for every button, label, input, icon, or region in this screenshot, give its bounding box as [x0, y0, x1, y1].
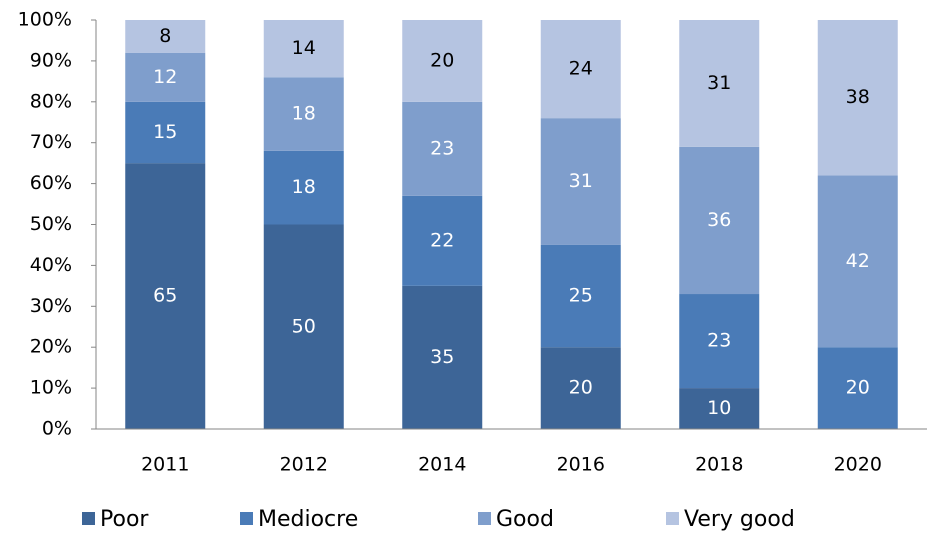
data-label: 8	[159, 25, 171, 47]
axis-mask	[95, 430, 928, 444]
bar-segment	[402, 101, 483, 196]
x-tick-label: 2020	[834, 454, 882, 476]
data-label: 14	[292, 37, 316, 59]
data-label: 25	[569, 285, 593, 307]
bar-segment	[679, 294, 760, 389]
data-label: 23	[430, 137, 454, 159]
data-label: 50	[292, 315, 316, 337]
y-tick-label: 50%	[30, 213, 72, 235]
y-tick-label: 60%	[30, 172, 72, 194]
y-tick-label: 80%	[30, 90, 72, 112]
bar-segment	[402, 20, 483, 102]
x-tick-label: 2016	[557, 454, 605, 476]
legend-swatch	[82, 512, 95, 525]
bar-segment	[817, 20, 898, 176]
legend-swatch	[478, 512, 491, 525]
legend-label: Good	[496, 507, 554, 532]
bar-segment	[263, 150, 344, 225]
data-label: 15	[153, 121, 177, 143]
data-label: 23	[707, 330, 731, 352]
bar-segment	[540, 118, 621, 245]
legend-label: Mediocre	[258, 507, 358, 532]
bar-segment	[402, 285, 483, 429]
y-tick-label: 30%	[30, 295, 72, 317]
data-label: 24	[569, 58, 593, 80]
x-tick-label: 2014	[418, 454, 466, 476]
y-tick-label: 40%	[30, 254, 72, 276]
data-label: 31	[707, 72, 731, 94]
data-label: 20	[430, 49, 454, 71]
bar-segment	[125, 101, 206, 164]
data-label: 18	[292, 103, 316, 125]
legend-swatch	[666, 512, 679, 525]
data-label: 12	[153, 66, 177, 88]
bar-segment	[263, 77, 344, 151]
y-tick-label: 0%	[42, 418, 72, 440]
x-tick-label: 2018	[695, 454, 743, 476]
bar-segment	[125, 163, 206, 429]
bar-segment	[125, 52, 206, 102]
bar-segment	[540, 347, 621, 429]
y-tick-label: 20%	[30, 336, 72, 358]
x-tick-label: 2011	[141, 454, 189, 476]
bar-segment	[679, 388, 760, 429]
data-label: 38	[846, 86, 870, 108]
data-label: 20	[846, 377, 870, 399]
data-label: 20	[569, 377, 593, 399]
bar-segment	[402, 195, 483, 286]
bar-segment	[679, 20, 760, 147]
y-tick-label: 100%	[18, 9, 72, 31]
legend-swatch	[240, 512, 253, 525]
y-tick-label: 70%	[30, 131, 72, 153]
bar-segment	[540, 244, 621, 348]
data-label: 18	[292, 176, 316, 198]
bar-segment	[679, 146, 760, 295]
bar-segment	[817, 347, 898, 429]
data-label: 31	[569, 170, 593, 192]
bar-segment	[125, 20, 206, 53]
bar-segment	[263, 224, 344, 429]
x-tick-label: 2012	[280, 454, 328, 476]
y-tick-label: 90%	[30, 49, 72, 71]
data-label: 36	[707, 209, 731, 231]
bar-segment	[540, 20, 621, 119]
bar-segment	[263, 20, 344, 78]
data-label: 22	[430, 229, 454, 251]
data-label: 35	[430, 346, 454, 368]
data-label: 42	[846, 250, 870, 272]
y-tick-label: 10%	[30, 377, 72, 399]
data-label: 65	[153, 285, 177, 307]
bar-segment	[817, 175, 898, 348]
data-label: 10	[707, 397, 731, 419]
legend-label: Very good	[684, 507, 795, 532]
legend-label: Poor	[100, 507, 149, 532]
